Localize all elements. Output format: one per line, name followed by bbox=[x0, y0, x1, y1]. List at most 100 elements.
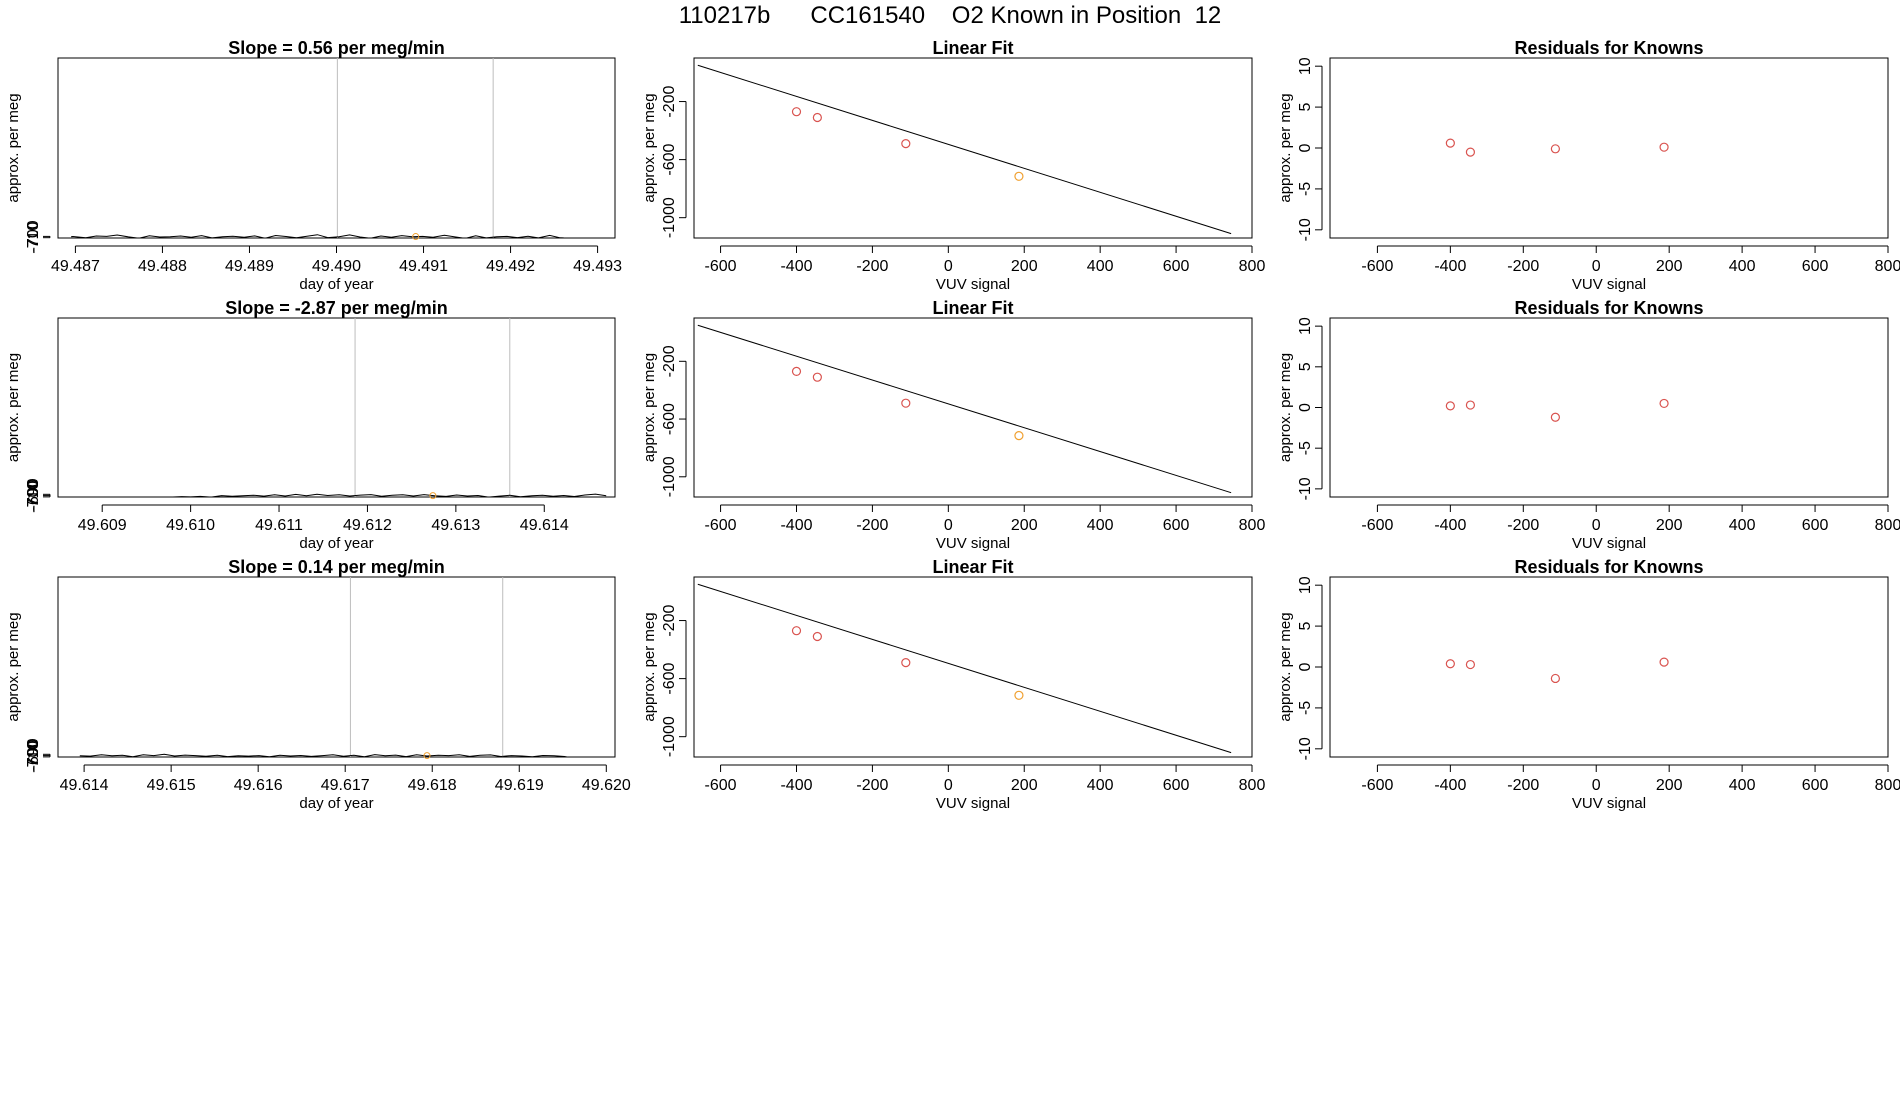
chart-1-y-tick-label: -700 bbox=[25, 220, 42, 252]
chart-5-x-tick-label: 0 bbox=[944, 517, 953, 534]
chart-6-x-tick-label: -400 bbox=[1434, 517, 1466, 534]
chart-1-x-tick-label: 49.488 bbox=[138, 258, 187, 275]
chart-5-sample-point bbox=[1014, 431, 1024, 441]
chart-4-y-tick-label: -710 bbox=[25, 481, 42, 513]
chart-3-y-tick-label: 0 bbox=[1297, 143, 1314, 152]
chart-1-series-line bbox=[71, 234, 564, 238]
chart-2-frame bbox=[693, 57, 1253, 239]
chart-3-title: Residuals for Knowns bbox=[1514, 38, 1703, 58]
chart-3-y-axis-label: approx. per meg bbox=[1277, 93, 1294, 202]
chart-5-x-tick-label: -400 bbox=[780, 517, 812, 534]
chart-9-x-tick-label: -400 bbox=[1434, 777, 1466, 794]
chart-5-x-tick-label: -600 bbox=[705, 517, 737, 534]
chart-7-y-tick-label: -690 bbox=[25, 738, 42, 770]
chart-8-x-axis-label: VUV signal bbox=[936, 795, 1010, 812]
chart-1-frame bbox=[57, 57, 616, 239]
chart-6-x-tick-label: 0 bbox=[1592, 517, 1601, 534]
chart-6-y-tick-label: -10 bbox=[1297, 477, 1314, 500]
chart-7-y-tick-label: -700 bbox=[25, 739, 42, 771]
chart-4-frame bbox=[57, 317, 616, 498]
chart-5-y-tick-label: -600 bbox=[661, 403, 678, 435]
chart-8-x-tick-label: -200 bbox=[856, 777, 888, 794]
chart-2-x-tick-label: -200 bbox=[856, 258, 888, 275]
chart-8-sample-point bbox=[1014, 690, 1024, 700]
chart-5-x-tick-label: 600 bbox=[1163, 517, 1190, 534]
chart-5-x-tick-label: 800 bbox=[1239, 517, 1266, 534]
chart-6-known-point bbox=[1659, 398, 1669, 409]
chart-7-y-axis-label: approx. per meg bbox=[5, 612, 22, 721]
chart-2-x-tick-label: 800 bbox=[1239, 258, 1266, 275]
chart-6-y-tick-label: 0 bbox=[1297, 403, 1314, 412]
chart-4-x-tick-label: 49.609 bbox=[78, 517, 127, 534]
chart-3-y-tick-label: 10 bbox=[1297, 57, 1314, 75]
chart-9-known-point bbox=[1659, 657, 1669, 667]
chart-6-y-tick-label: 10 bbox=[1297, 317, 1314, 335]
chart-3-x-tick-label: 800 bbox=[1875, 258, 1900, 275]
chart-4-title: Slope = -2.87 per meg/min bbox=[225, 298, 448, 318]
chart-9-y-tick-label: 5 bbox=[1297, 622, 1314, 631]
chart-7-x-tick-label: 49.615 bbox=[147, 777, 196, 794]
chart-8-fit-line bbox=[697, 583, 1232, 754]
chart-6-y-tick-label: 5 bbox=[1297, 362, 1314, 371]
chart-5-title: Linear Fit bbox=[932, 298, 1013, 318]
page-title: 110217b CC161540 O2 Known in Position 12 bbox=[678, 2, 1222, 29]
chart-5-x-axis-label: VUV signal bbox=[936, 535, 1010, 552]
chart-9-title: Residuals for Knowns bbox=[1514, 557, 1703, 577]
chart-6-x-tick-label: 200 bbox=[1656, 517, 1683, 534]
chart-3-y-tick-label: -10 bbox=[1297, 218, 1314, 241]
chart-3-known-point bbox=[1659, 142, 1669, 152]
chart-1-title: Slope = 0.56 per meg/min bbox=[228, 38, 445, 58]
chart-3-known-point bbox=[1445, 138, 1455, 148]
chart-8-x-tick-label: 0 bbox=[944, 777, 953, 794]
chart-3-x-tick-label: -400 bbox=[1434, 258, 1466, 275]
chart-2-sample-point bbox=[1014, 171, 1024, 181]
chart-6-y-axis-label: approx. per meg bbox=[1277, 353, 1294, 462]
chart-8-y-tick-label: -600 bbox=[661, 663, 678, 695]
chart-5-x-tick-label: 200 bbox=[1011, 517, 1038, 534]
chart-4-sample-point bbox=[429, 492, 437, 500]
chart-2-fit-line bbox=[697, 64, 1232, 235]
chart-8-known-point bbox=[901, 658, 911, 668]
chart-7-x-tick-label: 49.614 bbox=[60, 777, 109, 794]
chart-3-known-point bbox=[1550, 144, 1560, 154]
chart-3-y-tick-label: -5 bbox=[1297, 182, 1314, 196]
chart-5-frame bbox=[693, 317, 1253, 498]
chart-9-x-tick-label: -600 bbox=[1361, 777, 1393, 794]
chart-6-known-point bbox=[1550, 412, 1560, 422]
chart-4-x-tick-label: 49.614 bbox=[520, 517, 569, 534]
chart-7-x-tick-label: 49.619 bbox=[495, 777, 544, 794]
chart-2-x-tick-label: 600 bbox=[1163, 258, 1190, 275]
chart-8-known-point bbox=[791, 626, 802, 636]
chart-8-title: Linear Fit bbox=[932, 557, 1013, 577]
chart-7-y-tick-label: -710 bbox=[25, 741, 42, 773]
chart-2-x-tick-label: -400 bbox=[780, 258, 812, 275]
chart-8-y-axis-label: approx. per meg bbox=[641, 612, 658, 721]
chart-9-known-point bbox=[1465, 659, 1476, 670]
chart-1-x-tick-label: 49.490 bbox=[312, 258, 361, 275]
chart-2-x-tick-label: 400 bbox=[1087, 258, 1114, 275]
chart-9-y-axis-label: approx. per meg bbox=[1277, 612, 1294, 721]
chart-5-y-tick-label: -1000 bbox=[661, 456, 678, 497]
chart-3-x-tick-label: 600 bbox=[1802, 258, 1829, 275]
chart-4-series-line bbox=[84, 493, 607, 497]
chart-4-x-tick-label: 49.611 bbox=[255, 517, 303, 534]
chart-9-x-tick-label: 800 bbox=[1875, 777, 1900, 794]
chart-4-x-tick-label: 49.612 bbox=[343, 517, 392, 534]
chart-3-x-axis-label: VUV signal bbox=[1572, 276, 1646, 293]
chart-7-frame bbox=[57, 576, 616, 758]
chart-6-x-tick-label: 600 bbox=[1802, 517, 1829, 534]
chart-1-x-tick-label: 49.489 bbox=[225, 258, 274, 275]
chart-1-x-tick-label: 49.493 bbox=[573, 258, 622, 275]
chart-6-y-tick-label: -5 bbox=[1297, 441, 1314, 455]
chart-7-x-axis-label: day of year bbox=[299, 795, 373, 812]
chart-3-x-tick-label: 0 bbox=[1592, 258, 1601, 275]
chart-6-known-point bbox=[1445, 401, 1455, 411]
chart-8-frame bbox=[693, 576, 1253, 758]
chart-8-x-tick-label: -400 bbox=[780, 777, 812, 794]
chart-5-fit-line bbox=[697, 324, 1232, 494]
chart-8-y-tick-label: -200 bbox=[661, 604, 678, 636]
chart-1-x-tick-label: 49.491 bbox=[399, 258, 448, 275]
chart-9-y-tick-label: -5 bbox=[1297, 701, 1314, 715]
chart-2-x-axis-label: VUV signal bbox=[936, 276, 1010, 293]
